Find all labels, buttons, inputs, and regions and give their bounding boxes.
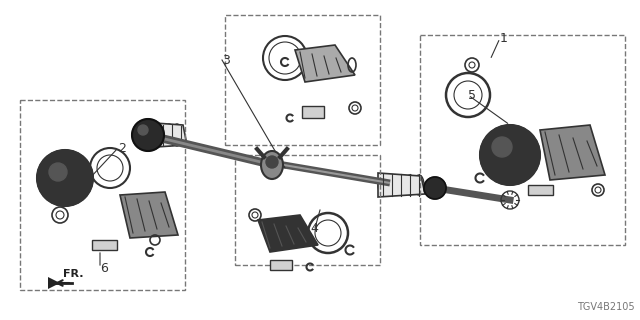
Circle shape	[49, 163, 67, 181]
Circle shape	[138, 125, 148, 135]
Text: 3: 3	[222, 53, 230, 67]
Polygon shape	[378, 173, 425, 197]
Bar	[225, 15, 380, 145]
Polygon shape	[140, 122, 187, 148]
Bar	[235, 155, 380, 265]
Polygon shape	[295, 45, 355, 82]
Text: TGV4B2105: TGV4B2105	[577, 302, 635, 312]
Text: 5: 5	[468, 89, 476, 101]
Bar	[92, 240, 117, 250]
Text: 6: 6	[100, 261, 108, 275]
Bar	[528, 185, 553, 195]
Bar	[270, 260, 292, 270]
Ellipse shape	[261, 151, 283, 179]
Text: 2: 2	[118, 141, 126, 155]
Polygon shape	[120, 192, 178, 238]
Bar	[302, 106, 324, 118]
Circle shape	[266, 156, 278, 168]
Circle shape	[37, 150, 93, 206]
Polygon shape	[258, 215, 318, 252]
Polygon shape	[48, 277, 60, 289]
Text: FR.: FR.	[63, 269, 83, 279]
Circle shape	[132, 119, 164, 151]
Circle shape	[492, 137, 512, 157]
Text: 1: 1	[500, 31, 508, 44]
Text: 4: 4	[310, 221, 318, 235]
Polygon shape	[540, 125, 605, 180]
Circle shape	[424, 177, 446, 199]
Circle shape	[480, 125, 540, 185]
